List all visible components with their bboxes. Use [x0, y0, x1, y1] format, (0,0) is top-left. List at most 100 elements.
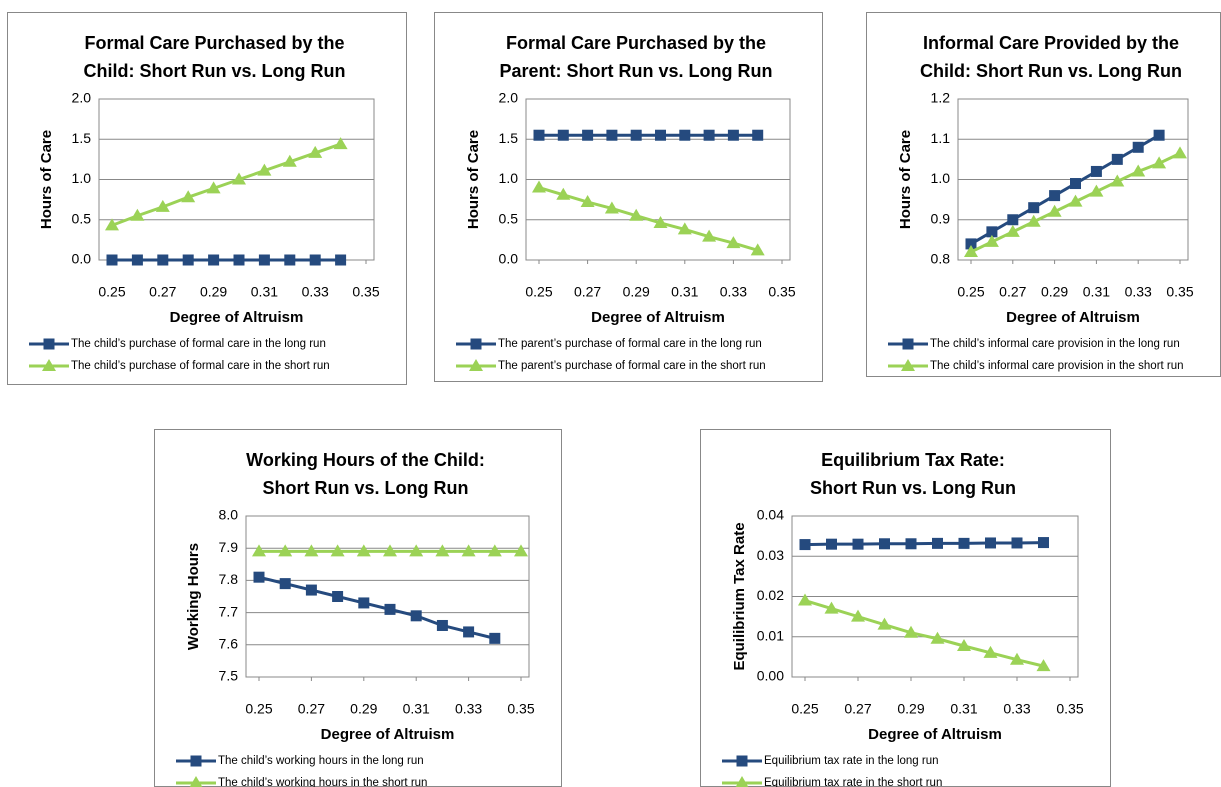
y-tick-label: 2.0 [72, 90, 92, 106]
marker [278, 544, 293, 557]
chart-frame [7, 12, 407, 385]
marker [851, 609, 865, 622]
marker [106, 254, 118, 266]
marker [130, 208, 145, 221]
marker [258, 254, 270, 266]
legend-label: The parent’s purchase of formal care in … [498, 338, 762, 350]
marker [1011, 537, 1023, 549]
marker [533, 129, 545, 141]
marker [702, 229, 717, 242]
marker [1132, 141, 1144, 153]
x-tick-label: 0.29 [897, 701, 924, 717]
chart-frame [154, 429, 562, 787]
chart-title: Equilibrium Tax Rate: [821, 450, 1005, 470]
legend-label: The parent’s purchase of formal care in … [498, 360, 766, 372]
y-tick-label: 7.7 [219, 603, 239, 619]
x-tick-label: 0.29 [1041, 284, 1068, 300]
marker [986, 226, 998, 238]
x-tick-label: 0.35 [1166, 284, 1193, 300]
marker [799, 539, 811, 551]
marker [629, 208, 644, 221]
chart-title: Child: Short Run vs. Long Run [84, 61, 346, 81]
x-tick-label: 0.29 [200, 284, 227, 300]
marker [727, 129, 739, 141]
legend-marker [902, 338, 914, 350]
chart-title: Formal Care Purchased by the [84, 33, 344, 53]
series-line [804, 541, 1044, 547]
marker [985, 537, 996, 549]
legend-marker [469, 359, 483, 371]
legend-label: The child’s purchase of formal care in t… [71, 360, 330, 372]
x-axis-title: Degree of Altruism [321, 726, 455, 743]
marker [1049, 190, 1061, 202]
marker [181, 190, 196, 203]
marker [253, 571, 265, 583]
y-tick-label: 1.5 [499, 130, 519, 146]
x-tick-label: 0.27 [574, 284, 601, 300]
y-axis-title: Hours of Care [38, 130, 55, 229]
chart-title: Working Hours of the Child: [246, 450, 485, 470]
y-tick-label: 0.00 [757, 668, 784, 684]
marker [1036, 659, 1051, 672]
legend-marker [901, 359, 915, 371]
x-axis-title: Degree of Altruism [868, 726, 1002, 743]
marker [157, 254, 169, 266]
legend-marker [43, 338, 55, 350]
x-tick-label: 0.25 [525, 284, 552, 300]
legend-label: The child’s working hours in the long ru… [218, 755, 424, 767]
marker [679, 129, 691, 141]
marker [487, 544, 502, 557]
x-axis-title: Degree of Altruism [170, 309, 304, 326]
y-tick-label: 7.9 [219, 539, 239, 555]
x-tick-label: 0.25 [957, 284, 984, 300]
chart: Equilibrium Tax Rate: Short Run vs. Long … [700, 429, 1111, 787]
x-tick-label: 0.35 [507, 701, 534, 717]
marker [155, 199, 170, 212]
marker [435, 544, 450, 557]
x-axis-title: Degree of Altruism [1006, 309, 1140, 326]
legend-label: The child’s informal care provision in t… [930, 338, 1180, 350]
marker [1089, 184, 1104, 197]
x-tick-label: 0.29 [350, 701, 377, 717]
marker [1026, 214, 1041, 227]
chart-frame [700, 429, 1111, 787]
marker [532, 180, 546, 193]
marker [1153, 129, 1165, 141]
y-tick-label: 0.0 [499, 251, 519, 267]
marker [356, 544, 371, 557]
marker [1090, 165, 1102, 177]
y-tick-label: 1.0 [72, 170, 92, 186]
series-line [970, 133, 1160, 246]
marker [653, 215, 668, 228]
y-tick-label: 0.0 [72, 251, 92, 267]
marker [984, 234, 999, 247]
series-line [538, 186, 759, 252]
y-tick-label: 0.5 [499, 210, 519, 226]
marker [1007, 214, 1019, 226]
marker [309, 254, 321, 266]
marker [1005, 224, 1020, 237]
marker [557, 129, 569, 141]
marker [726, 236, 741, 249]
chart-frame [434, 12, 823, 382]
marker [655, 129, 666, 141]
y-tick-label: 1.0 [931, 170, 951, 186]
marker [208, 254, 220, 266]
y-tick-label: 1.2 [931, 90, 951, 106]
marker [582, 129, 594, 141]
y-tick-label: 7.6 [219, 636, 239, 652]
marker [905, 538, 917, 550]
x-tick-label: 0.25 [245, 701, 272, 717]
legend-marker [736, 755, 748, 767]
marker [604, 201, 619, 214]
x-tick-label: 0.33 [1003, 701, 1030, 717]
marker [677, 222, 692, 235]
legend-marker [42, 359, 56, 371]
marker [630, 129, 642, 141]
marker [879, 538, 890, 550]
x-tick-label: 0.25 [98, 284, 125, 300]
x-tick-label: 0.35 [768, 284, 795, 300]
chart: Formal Care Purchased by the Child: Short… [7, 12, 407, 385]
x-tick-label: 0.33 [455, 701, 482, 717]
